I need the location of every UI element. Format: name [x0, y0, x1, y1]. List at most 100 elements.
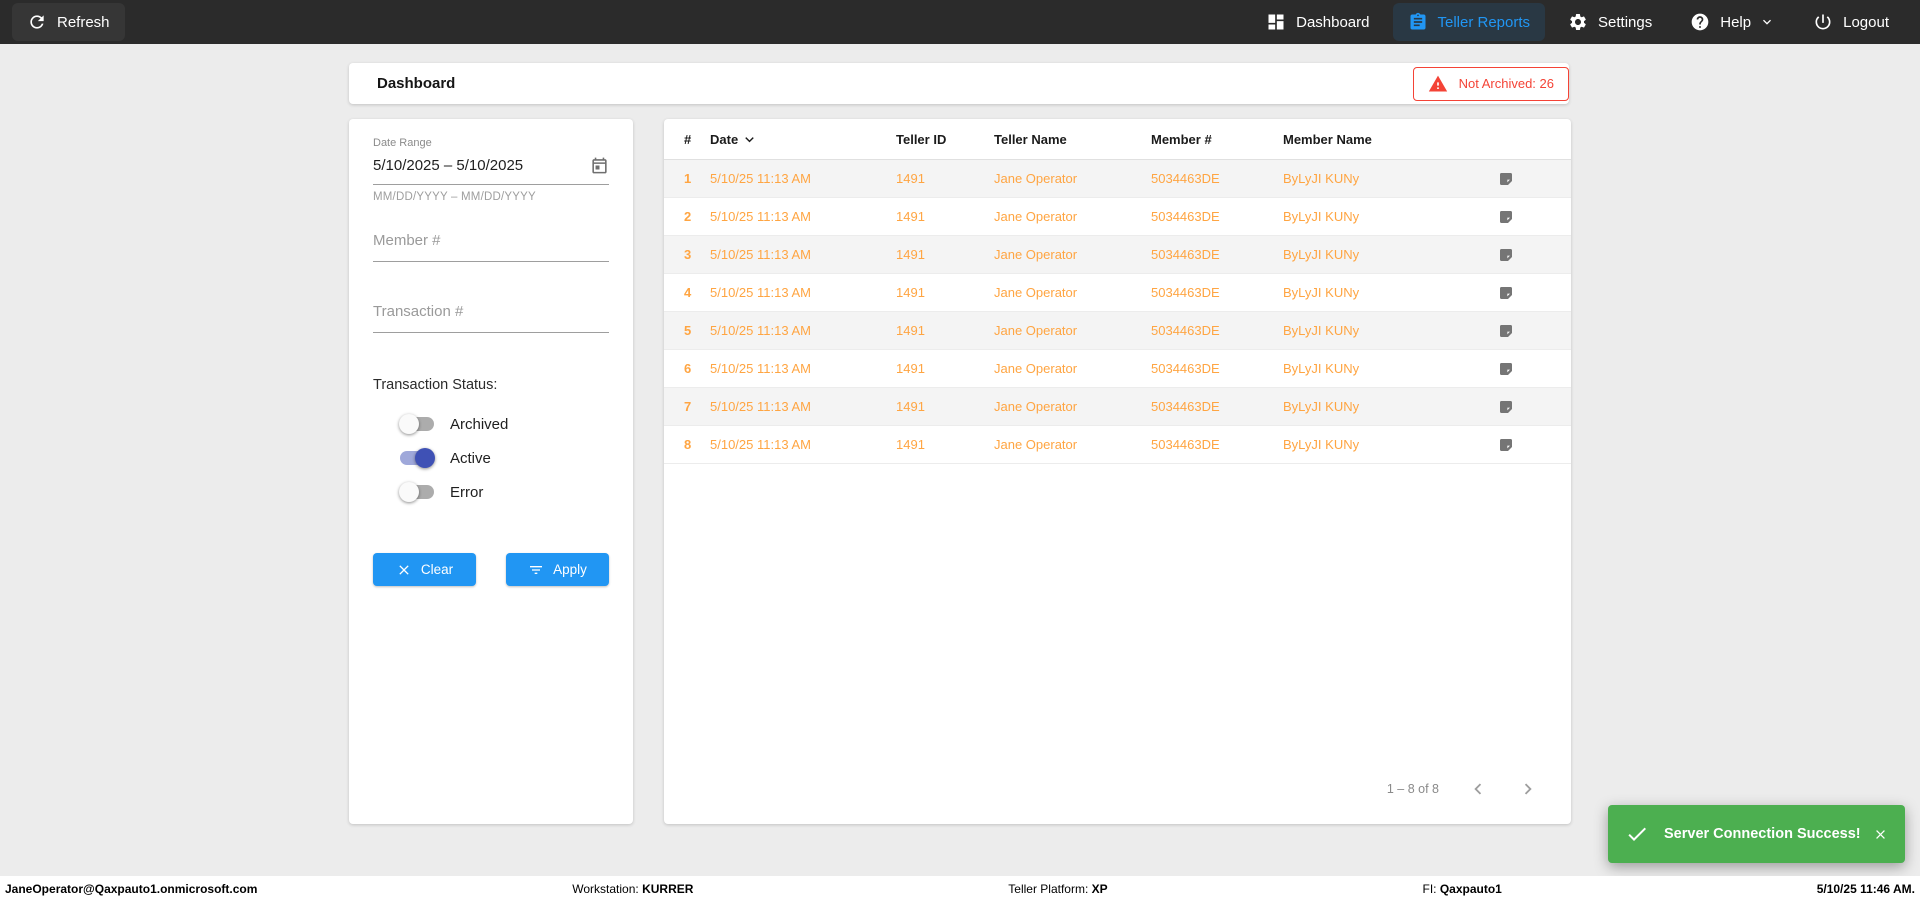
apply-button-label: Apply: [553, 562, 587, 577]
cell-member-number: 5034463DE: [1151, 437, 1220, 452]
refresh-label: Refresh: [57, 13, 110, 31]
table-row[interactable]: 7 5/10/25 11:13 AM 1491 Jane Operator 50…: [664, 388, 1571, 426]
clear-button[interactable]: Clear: [373, 553, 476, 586]
calendar-icon[interactable]: [590, 156, 609, 175]
note-icon[interactable]: [1461, 437, 1551, 453]
status-workstation: Workstation: KURRER: [572, 882, 693, 896]
top-nav-bar: Refresh Dashboard Teller Reports Setting…: [0, 0, 1920, 44]
cell-teller-id: 1491: [896, 399, 925, 414]
status-datetime: 5/10/25 11:46 AM.: [1816, 881, 1915, 896]
table-row[interactable]: 4 5/10/25 11:13 AM 1491 Jane Operator 50…: [664, 274, 1571, 312]
nav-right-group: Dashboard Teller Reports Settings Help: [1251, 3, 1904, 41]
success-toast: Server Connection Success!: [1608, 805, 1905, 863]
cell-member-name: ByLyJI KUNy: [1283, 323, 1360, 338]
table-row[interactable]: 3 5/10/25 11:13 AM 1491 Jane Operator 50…: [664, 236, 1571, 274]
status-user-email: JaneOperator@Qaxpauto1.onmicrosoft.com: [5, 881, 258, 896]
cell-row-number: 6: [684, 361, 692, 376]
note-icon[interactable]: [1461, 323, 1551, 339]
cell-row-number: 1: [684, 171, 692, 186]
transaction-number-input[interactable]: Transaction #: [373, 303, 609, 333]
cell-teller-id: 1491: [896, 247, 925, 262]
date-range-helper: MM/DD/YYYY – MM/DD/YYYY: [373, 191, 536, 203]
table-row[interactable]: 5 5/10/25 11:13 AM 1491 Jane Operator 50…: [664, 312, 1571, 350]
toggle-switch[interactable]: [399, 482, 435, 502]
col-header-teller-name: Teller Name: [994, 131, 1067, 147]
cell-teller-name: Jane Operator: [994, 323, 1078, 338]
toggle-thumb: [399, 482, 419, 502]
gear-icon: [1568, 12, 1588, 32]
member-number-input[interactable]: Member #: [373, 232, 609, 262]
col-header-date[interactable]: Date: [710, 131, 896, 148]
table-body: 1 5/10/25 11:13 AM 1491 Jane Operator 50…: [664, 160, 1571, 464]
filter-buttons-row: Clear Apply: [373, 553, 609, 586]
toggle-switch[interactable]: [399, 448, 435, 468]
col-header-number: #: [684, 131, 692, 147]
cell-date: 5/10/25 11:13 AM: [710, 399, 811, 414]
cell-teller-id: 1491: [896, 323, 925, 338]
not-archived-badge-label: Not Archived: 26: [1458, 76, 1554, 91]
cell-member-name: ByLyJI KUNy: [1283, 399, 1360, 414]
cell-member-number: 5034463DE: [1151, 285, 1220, 300]
apply-button[interactable]: Apply: [506, 553, 609, 586]
sort-arrow-icon: [741, 131, 758, 148]
table-header-row: # Date Teller ID Teller Name Member # Me…: [664, 119, 1571, 160]
toast-message: Server Connection Success!: [1664, 826, 1861, 842]
cell-member-number: 5034463DE: [1151, 323, 1220, 338]
cell-member-name: ByLyJI KUNy: [1283, 437, 1360, 452]
status-toggle-row: Error: [399, 478, 609, 506]
note-icon[interactable]: [1461, 399, 1551, 415]
table-row[interactable]: 1 5/10/25 11:13 AM 1491 Jane Operator 50…: [664, 160, 1571, 198]
note-icon[interactable]: [1461, 285, 1551, 301]
status-fi: FI: Qaxpauto1: [1423, 882, 1502, 896]
power-icon: [1813, 12, 1833, 32]
nav-settings[interactable]: Settings: [1553, 3, 1667, 41]
toggle-label: Archived: [450, 415, 509, 433]
note-icon[interactable]: [1461, 171, 1551, 187]
toast-close-icon[interactable]: [1873, 827, 1888, 842]
nav-dashboard[interactable]: Dashboard: [1251, 3, 1384, 41]
table-row[interactable]: 8 5/10/25 11:13 AM 1491 Jane Operator 50…: [664, 426, 1571, 464]
next-page-icon[interactable]: [1517, 778, 1539, 800]
pagination-range-label: 1 – 8 of 8: [1386, 782, 1439, 796]
nav-logout-label: Logout: [1843, 13, 1889, 31]
cell-date: 5/10/25 11:13 AM: [710, 285, 811, 300]
cell-member-number: 5034463DE: [1151, 171, 1220, 186]
cell-row-number: 7: [684, 399, 692, 414]
clear-button-label: Clear: [420, 562, 454, 577]
status-fi-value: Qaxpauto1: [1439, 881, 1502, 896]
note-icon[interactable]: [1461, 209, 1551, 225]
toggle-label: Error: [450, 483, 484, 501]
refresh-icon: [27, 12, 47, 32]
status-workstation-label: Workstation:: [572, 881, 639, 896]
col-header-teller-id: Teller ID: [896, 131, 947, 147]
cell-date: 5/10/25 11:13 AM: [710, 323, 811, 338]
cell-teller-name: Jane Operator: [994, 209, 1078, 224]
cell-teller-id: 1491: [896, 209, 925, 224]
cell-teller-name: Jane Operator: [994, 437, 1078, 452]
filter-icon: [528, 562, 544, 578]
nav-help[interactable]: Help: [1675, 3, 1790, 41]
cell-member-name: ByLyJI KUNy: [1283, 361, 1360, 376]
table-row[interactable]: 2 5/10/25 11:13 AM 1491 Jane Operator 50…: [664, 198, 1571, 236]
cell-row-number: 2: [684, 209, 692, 224]
note-icon[interactable]: [1461, 361, 1551, 377]
refresh-button[interactable]: Refresh: [12, 3, 125, 41]
not-archived-badge[interactable]: Not Archived: 26: [1412, 66, 1569, 101]
cell-teller-name: Jane Operator: [994, 399, 1078, 414]
table-row[interactable]: 6 5/10/25 11:13 AM 1491 Jane Operator 50…: [664, 350, 1571, 388]
date-range-input[interactable]: 5/10/2025 – 5/10/2025: [373, 156, 609, 185]
nav-teller-reports[interactable]: Teller Reports: [1392, 3, 1546, 41]
cell-date: 5/10/25 11:13 AM: [710, 247, 811, 262]
col-header-member-name: Member Name: [1283, 131, 1372, 147]
nav-logout[interactable]: Logout: [1798, 3, 1904, 41]
clipboard-report-icon: [1408, 12, 1428, 32]
note-icon[interactable]: [1461, 247, 1551, 263]
previous-page-icon[interactable]: [1467, 778, 1489, 800]
cell-row-number: 3: [684, 247, 692, 262]
nav-dashboard-label: Dashboard: [1296, 13, 1370, 31]
toggle-switch[interactable]: [399, 414, 435, 434]
cell-member-number: 5034463DE: [1151, 209, 1220, 224]
chevron-down-icon: [1759, 14, 1775, 30]
cell-teller-name: Jane Operator: [994, 247, 1078, 262]
cell-member-name: ByLyJI KUNy: [1283, 247, 1360, 262]
